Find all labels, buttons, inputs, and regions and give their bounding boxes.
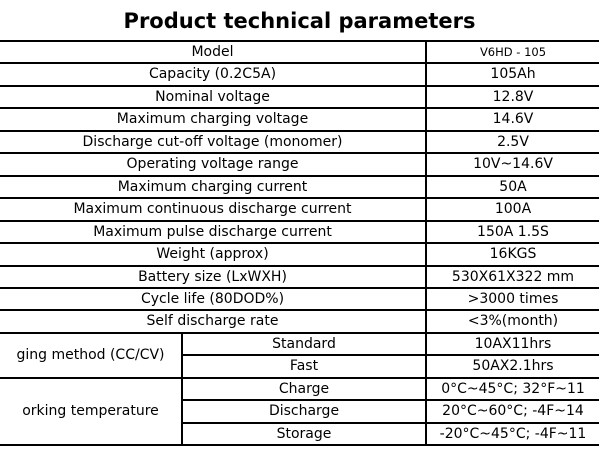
row-border <box>0 309 599 311</box>
param-value: 530X61X322 mm <box>451 269 575 285</box>
param-value: 16KGS <box>489 246 537 262</box>
charging-method-sub-label: Fast <box>289 358 319 374</box>
row-border <box>0 332 599 334</box>
row-border <box>0 287 599 289</box>
param-label: Nominal voltage <box>155 89 270 105</box>
param-label: Self discharge rate <box>146 313 279 329</box>
row-border <box>0 40 599 42</box>
param-value: 2.5V <box>497 134 529 150</box>
working-temperature-sub-label: Charge <box>278 381 330 397</box>
row-border <box>0 62 599 64</box>
param-value: 100A <box>494 201 532 217</box>
group-divider <box>181 332 183 446</box>
row-border <box>0 85 599 87</box>
param-label: Maximum charging voltage <box>116 111 309 127</box>
charging-method-sub-border <box>181 354 599 356</box>
charging-method-sub-value: 50AX2.1hrs <box>472 358 554 374</box>
param-value: 105Ah <box>490 66 536 82</box>
working-temperature-sub-value: 20°C~60°C; -4F~14 <box>442 403 584 419</box>
charging-method-sub-label: Standard <box>272 336 336 352</box>
charging-method-label: ging method (CC/CV) <box>16 347 165 363</box>
param-value: V6HD - 105 <box>479 45 547 59</box>
param-value: 150A 1.5S <box>477 224 549 240</box>
working-temperature-sub-label: Discharge <box>268 403 340 419</box>
param-label: Discharge cut-off voltage (monomer) <box>82 134 343 150</box>
row-border <box>0 220 599 222</box>
param-value: <3%(month) <box>467 313 559 329</box>
param-label: Operating voltage range <box>126 156 299 172</box>
param-label: Maximum pulse discharge current <box>93 224 332 240</box>
charging-method-sub-value: 10AX11hrs <box>474 336 552 352</box>
param-label: Maximum continuous discharge current <box>73 201 352 217</box>
row-border <box>0 175 599 177</box>
param-value: 50A <box>499 179 527 195</box>
working-temperature-sub-border <box>181 399 599 401</box>
param-value: 14.6V <box>492 111 534 127</box>
param-value: 10V~14.6V <box>473 156 553 172</box>
row-border <box>0 377 599 379</box>
row-border <box>0 444 599 446</box>
param-label: Cycle life (80DOD%) <box>140 291 285 307</box>
working-temperature-sub-value: -20°C~45°C; -4F~11 <box>439 426 587 442</box>
param-label: Battery size (LxWXH) <box>138 269 287 285</box>
working-temperature-sub-value: 0°C~45°C; 32°F~11 <box>441 381 585 397</box>
column-divider <box>425 40 427 446</box>
row-border <box>0 197 599 199</box>
row-border <box>0 130 599 132</box>
param-label: Capacity (0.2C5A) <box>148 66 277 82</box>
row-border <box>0 152 599 154</box>
table-title: Product technical parameters <box>123 9 476 33</box>
working-temperature-label: orking temperature <box>22 403 159 419</box>
param-value: >3000 times <box>467 291 559 307</box>
working-temperature-sub-border <box>181 422 599 424</box>
param-label: Weight (approx) <box>156 246 269 262</box>
param-label: Model <box>191 44 234 60</box>
param-label: Maximum charging current <box>117 179 308 195</box>
param-value: 12.8V <box>492 89 534 105</box>
row-border <box>0 265 599 267</box>
row-border <box>0 107 599 109</box>
working-temperature-sub-label: Storage <box>276 426 332 442</box>
row-border <box>0 242 599 244</box>
